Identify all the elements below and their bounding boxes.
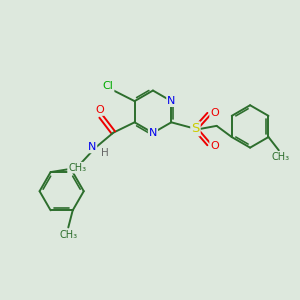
Text: O: O: [210, 141, 219, 151]
Text: S: S: [191, 122, 200, 135]
Text: N: N: [149, 128, 157, 138]
Text: CH₃: CH₃: [271, 152, 289, 162]
Text: O: O: [95, 105, 104, 115]
Text: H: H: [101, 148, 108, 158]
Text: Cl: Cl: [103, 81, 113, 92]
Text: CH₃: CH₃: [68, 163, 86, 173]
Text: N: N: [167, 96, 176, 106]
Text: O: O: [210, 108, 219, 118]
Text: CH₃: CH₃: [59, 230, 77, 240]
Text: N: N: [88, 142, 96, 152]
